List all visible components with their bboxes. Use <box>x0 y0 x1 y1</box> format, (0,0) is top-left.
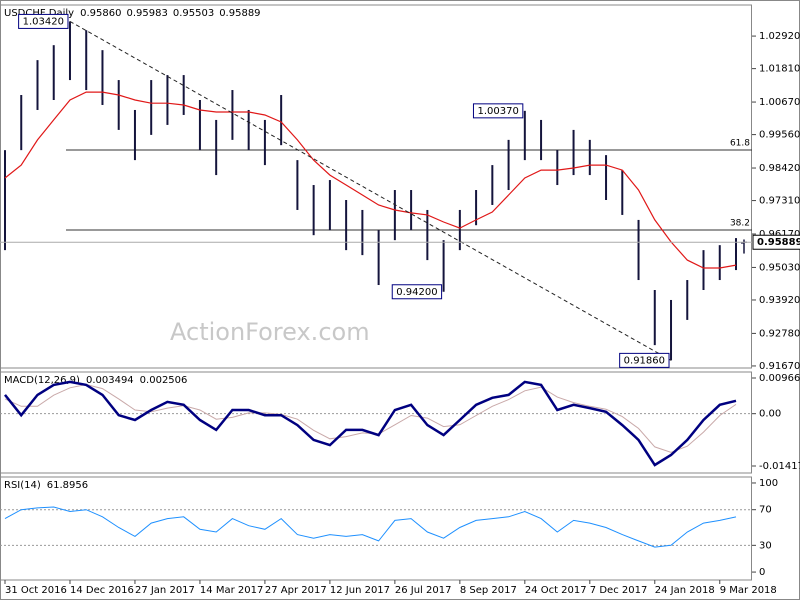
last-value: 0.002506 <box>140 375 188 386</box>
y-tick-label: 0.00 <box>759 409 781 420</box>
x-tick-label: 27 Apr 2017 <box>265 585 327 596</box>
x-tick-label: 31 Oct 2016 <box>5 585 67 596</box>
y-tick-label: 0 <box>759 567 765 578</box>
watermark: ActionForex.com <box>170 318 370 346</box>
annotation-label: 0.94200 <box>396 287 437 298</box>
quote-value: 0.95889 <box>219 8 260 19</box>
last-value: 61.8956 <box>47 480 88 491</box>
y-tick-label: 1.01810 <box>759 64 800 75</box>
quote-value: 0.95983 <box>126 8 167 19</box>
y-tick-label: 30 <box>759 540 772 551</box>
level-label: 38.2 <box>730 219 750 229</box>
x-tick-label: 7 Dec 2017 <box>590 585 648 596</box>
quote-value: 0.95860 <box>80 8 121 19</box>
panel <box>0 371 752 474</box>
x-tick-label: 24 Jan 2018 <box>655 585 715 596</box>
annotation-label: 0.91860 <box>624 355 665 366</box>
y-tick-label: 70 <box>759 505 772 516</box>
y-tick-label: 0.93920 <box>759 295 800 306</box>
x-tick-label: 12 Jun 2017 <box>330 585 390 596</box>
panel <box>0 476 752 581</box>
y-tick-label: 0.95030 <box>759 262 800 273</box>
quote-value: 0.95503 <box>173 8 214 19</box>
x-tick-label: 14 Dec 2016 <box>70 585 134 596</box>
price-box-label: 0.95889 <box>757 237 800 248</box>
y-tick-label: 0.96170 <box>759 229 800 240</box>
annotation-box <box>18 13 69 29</box>
x-tick-label: 8 Sep 2017 <box>460 585 517 596</box>
y-tick-label: 0.92780 <box>759 328 800 339</box>
y-tick-label: 100 <box>759 478 778 489</box>
x-tick-label: 26 Jul 2017 <box>395 585 452 596</box>
y-tick-label: 0.98420 <box>759 163 800 174</box>
panel-title: USDCHF,Daily <box>4 8 74 19</box>
series-line <box>4 91 737 269</box>
y-tick-label: 0.99560 <box>759 130 800 141</box>
annotation-box <box>619 352 670 368</box>
x-tick-label: 24 Oct 2017 <box>525 585 587 596</box>
panel-title: RSI(14) <box>4 480 41 491</box>
x-tick-label: 14 Mar 2017 <box>200 585 263 596</box>
annotation-box <box>472 103 524 119</box>
x-tick-label: 27 Jan 2017 <box>135 585 195 596</box>
panel <box>0 4 752 369</box>
price-box <box>752 234 800 250</box>
y-tick-label: 1.02920 <box>759 31 800 42</box>
last-value: 0.003494 <box>86 375 134 386</box>
y-tick-label: 1.00670 <box>759 97 800 108</box>
level-label: 61.8 <box>730 139 750 149</box>
trend-line <box>69 20 672 361</box>
panel-title: MACD(12,26,9) <box>4 375 80 386</box>
y-tick-label: -0.014171 <box>759 461 800 472</box>
y-tick-label: 0.91670 <box>759 361 800 372</box>
series-line <box>4 506 737 548</box>
series-line <box>4 380 737 467</box>
x-tick-label: 9 Mar 2018 <box>720 585 777 596</box>
annotation-label: 1.00370 <box>477 106 518 117</box>
annotation-box <box>391 284 443 300</box>
y-tick-label: 0.97310 <box>759 196 800 207</box>
annotation-label: 1.03420 <box>23 16 64 27</box>
y-tick-label: 0.009664 <box>759 373 800 384</box>
